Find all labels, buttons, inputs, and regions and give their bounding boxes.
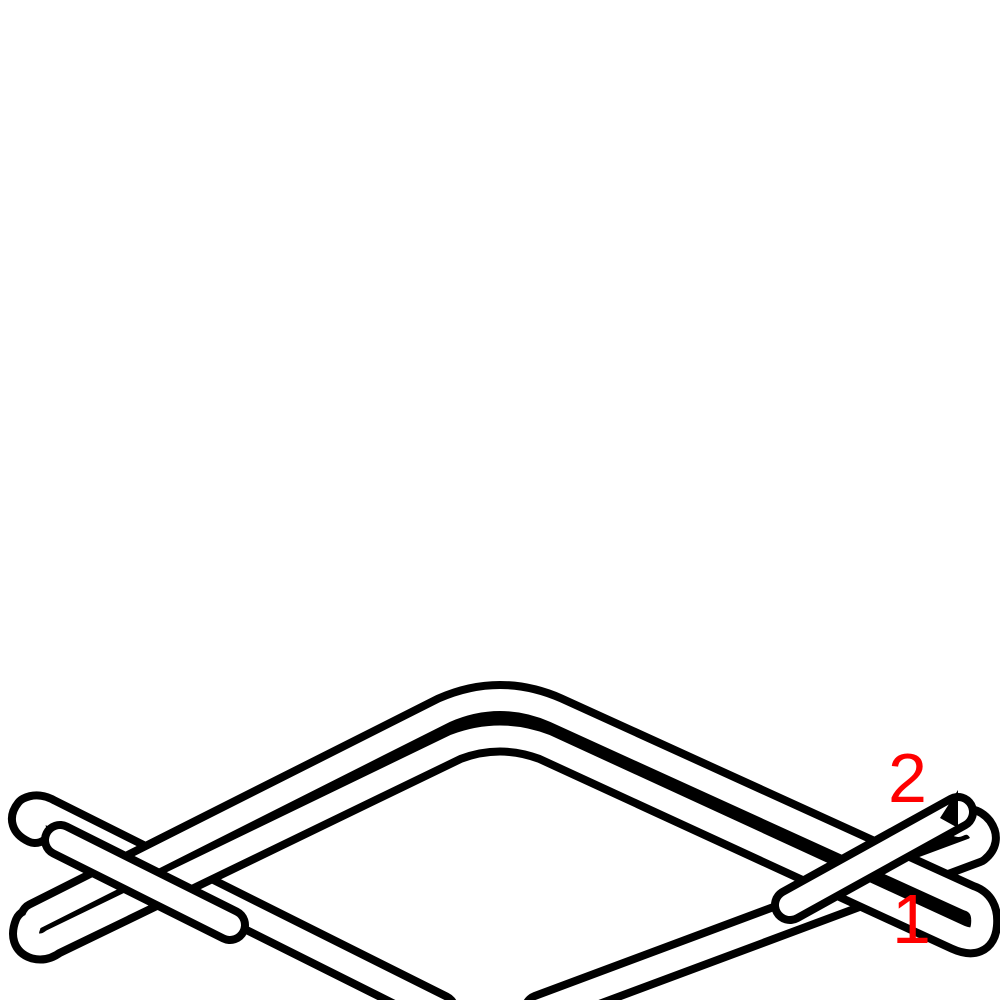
crossing-label-1: 1 [892, 880, 931, 958]
strand-lower-left [8, 791, 457, 1000]
crossing-label-2: 2 [888, 739, 927, 817]
strand-upper-loop-fill [17, 689, 994, 956]
strand-upper-loop [9, 681, 1000, 964]
direction-marker [940, 790, 958, 828]
strand-left-overpass [41, 821, 249, 944]
strand-left-overpass-fill [49, 829, 241, 936]
strand-right-overpass [771, 793, 977, 924]
strand-right-overpass-fill [779, 801, 969, 916]
strand-lower-left-fill [16, 799, 445, 1000]
